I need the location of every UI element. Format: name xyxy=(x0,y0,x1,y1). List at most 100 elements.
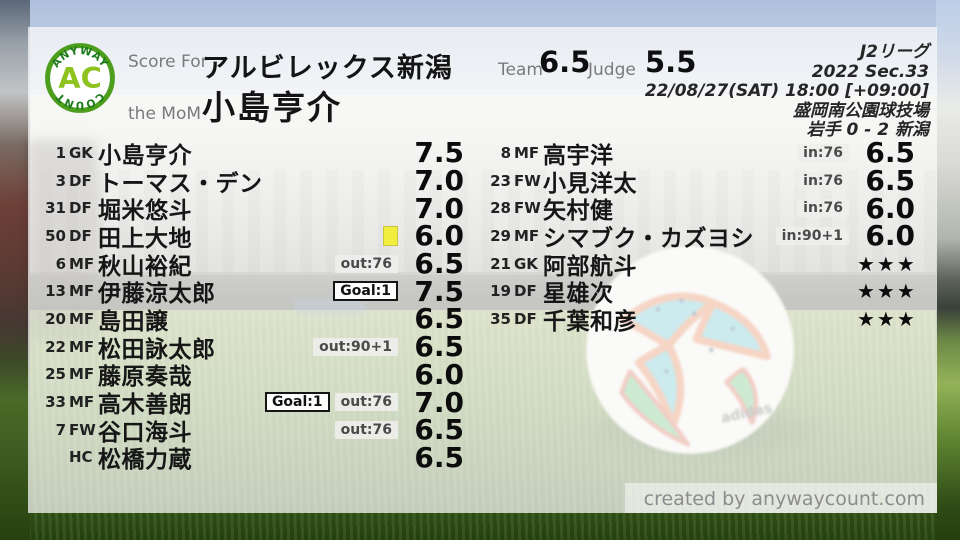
position-label: MF xyxy=(69,309,95,328)
substitution-badge: in:76 xyxy=(797,199,849,218)
position-label: GK xyxy=(69,143,93,162)
rating-score: ★★★ xyxy=(857,279,917,304)
player-row: 8 MF 高宇洋 in:76 6.5 xyxy=(485,136,915,170)
position-label: MF xyxy=(69,254,95,273)
player-name: 高宇洋 xyxy=(543,142,614,169)
svg-text:COUNT: COUNT xyxy=(53,90,107,112)
shirt-number: 19 xyxy=(490,282,511,301)
substitution-badge: in:90+1 xyxy=(775,226,849,245)
mom-player-name: 小島亨介 xyxy=(202,88,342,127)
stadium-name: 盛岡南公園球技場 xyxy=(793,100,929,121)
badge-group: Goal:1 out:76 xyxy=(264,392,398,413)
player-row: 21 GK 阿部航斗 ★★★ xyxy=(485,250,917,280)
rating-score: 7.5 xyxy=(414,274,464,308)
logo-arc-bottom-text: COUNT xyxy=(53,90,106,112)
rating-score: 6.5 xyxy=(865,136,915,170)
shirt-number: 25 xyxy=(45,365,66,384)
position-label: GK xyxy=(514,254,538,273)
player-name: 田上大地 xyxy=(98,225,192,252)
substitution-badge: out:90+1 xyxy=(313,337,398,356)
league-name: J2リーグ xyxy=(859,42,929,62)
rating-score: 7.5 xyxy=(414,136,464,170)
player-name: トーマス・デン xyxy=(98,170,263,197)
position-label: DF xyxy=(514,309,537,328)
badge-group: in:76 xyxy=(797,143,849,162)
position-label: DF xyxy=(69,199,92,218)
player-name: 松橋力蔵 xyxy=(98,447,192,474)
shirt-number: 6 xyxy=(55,254,66,273)
player-row: HC 松橋力蔵 6.5 xyxy=(40,441,464,474)
position-label: HC xyxy=(69,448,93,467)
shirt-number: 3 xyxy=(55,171,66,190)
team-score-value: 6.5 xyxy=(539,45,591,79)
rating-score: 6.0 xyxy=(865,219,915,253)
substitution-badge: in:76 xyxy=(797,171,849,190)
rating-score: ★★★ xyxy=(857,251,917,276)
player-name: 伊藤涼太郎 xyxy=(98,281,216,308)
player-name: 谷口海斗 xyxy=(98,419,192,446)
season-section: 2022 Sec.33 xyxy=(811,61,929,82)
shirt-number: 35 xyxy=(490,309,511,328)
team-score-label: Team xyxy=(498,60,543,80)
position-label: DF xyxy=(514,282,537,301)
score-for-label: Score For xyxy=(128,52,208,72)
rating-score: 6.5 xyxy=(414,413,464,447)
position-label: DF xyxy=(69,226,92,245)
player-name: 小見洋太 xyxy=(543,170,637,197)
position-label: MF xyxy=(69,365,95,384)
player-row: 13 MF 伊藤涼太郎 Goal:1 7.5 xyxy=(40,274,464,308)
badge-group: Goal:1 xyxy=(333,281,398,302)
anywaycount-logo: ANYWAY COUNT AC xyxy=(45,43,115,113)
starters-list: 1 GK 小島亨介 7.5 3 DF トーマス・デン 7.0 31 DF 堀米悠… xyxy=(40,136,464,474)
position-label: MF xyxy=(69,393,95,412)
credit-text: created by anywaycount.com xyxy=(643,488,925,510)
badge-group: in:90+1 xyxy=(775,226,849,245)
shirt-number: 33 xyxy=(45,393,66,412)
player-row: 7 FW 谷口海斗 out:76 6.5 xyxy=(40,413,464,447)
match-result: 岩手 0 - 2 新潟 xyxy=(806,120,929,140)
player-row: 29 MF シマブク・カズヨシ in:90+1 6.0 xyxy=(485,219,915,253)
match-info-block: J2リーグ 2022 Sec.33 22/08/27(SAT) 18:00 [+… xyxy=(644,42,929,141)
player-name: 星雄次 xyxy=(543,281,614,308)
rating-score: 6.5 xyxy=(865,164,915,198)
substitution-badge: in:76 xyxy=(797,143,849,162)
yellow-card-icon xyxy=(383,225,398,246)
overlay-panel xyxy=(28,27,937,513)
player-row: 20 MF 島田譲 6.5 xyxy=(40,302,464,336)
photo-left-edge xyxy=(0,0,30,540)
credit-strip xyxy=(625,483,937,513)
player-row: 25 MF 藤原奏哉 6.0 xyxy=(40,358,464,391)
subs-list: 8 MF 高宇洋 in:76 6.5 23 FW 小見洋太 in:76 6.5 … xyxy=(485,136,917,335)
shirt-number: 7 xyxy=(55,420,66,439)
shirt-number: 22 xyxy=(45,337,66,356)
logo-monogram: AC xyxy=(58,61,101,95)
rating-score: ★★★ xyxy=(857,306,917,331)
player-name: 矢村健 xyxy=(543,198,614,225)
position-label: MF xyxy=(514,143,540,162)
substitution-badge: out:76 xyxy=(334,254,398,273)
player-row: 33 MF 高木善朗 Goal:1 out:76 7.0 xyxy=(40,386,464,419)
shirt-number: 20 xyxy=(45,309,66,328)
rating-score: 6.5 xyxy=(414,302,464,336)
badge-group: out:90+1 xyxy=(313,337,398,356)
kickoff-datetime: 22/08/27(SAT) 18:00 [+09:00] xyxy=(644,81,929,101)
player-row: 22 MF 松田詠太郎 out:90+1 6.5 xyxy=(40,330,464,363)
shirt-number: 21 xyxy=(490,254,511,273)
shirt-number: 29 xyxy=(490,226,511,245)
badge-group xyxy=(383,225,398,246)
shirt-number: 8 xyxy=(500,143,511,162)
card-content: ANYWAY COUNT AC Score For アルビレックス新潟 the … xyxy=(28,27,937,513)
player-row: 28 FW 矢村健 in:76 6.0 xyxy=(485,192,915,225)
player-name: シマブク・カズヨシ xyxy=(543,225,755,252)
badge-group: in:76 xyxy=(797,199,849,218)
shirt-number: 50 xyxy=(45,226,66,245)
player-name: 藤原奏哉 xyxy=(98,364,192,391)
mom-label: the MoM xyxy=(128,104,202,124)
position-label: MF xyxy=(69,282,95,301)
substitution-badge: out:76 xyxy=(334,420,398,439)
shirt-number: 23 xyxy=(490,171,511,190)
substitution-badge: out:76 xyxy=(334,393,398,412)
player-name: 島田譲 xyxy=(98,308,169,335)
position-label: MF xyxy=(514,226,540,245)
player-row: 50 DF 田上大地 6.0 xyxy=(40,219,464,252)
